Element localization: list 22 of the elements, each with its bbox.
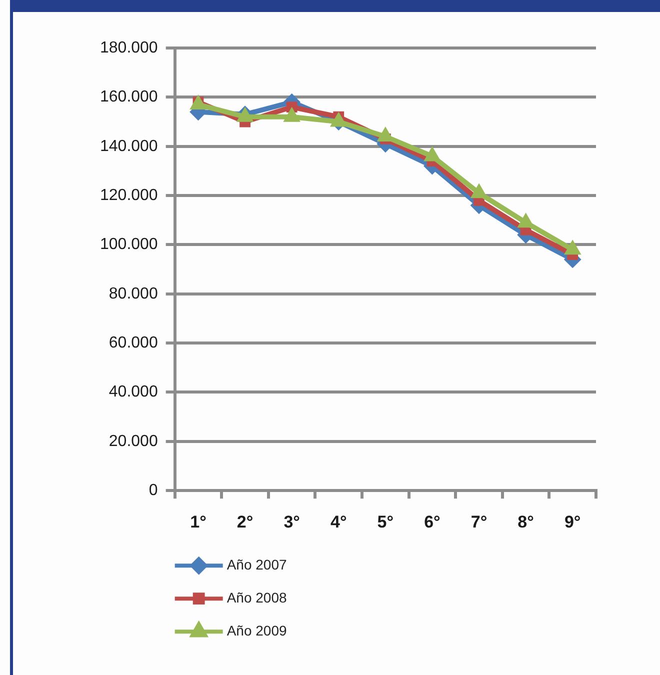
y-tick-label: 40.000 [108,384,158,401]
x-tick-label: 7° [470,512,488,532]
y-tick-label: 140.000 [100,138,158,155]
x-tick-label: 9° [564,512,581,532]
legend-label: Año 2007 [226,556,287,572]
y-tick-label: 160.000 [100,88,158,106]
x-tick-label: 5° [377,512,394,532]
x-tick-label: 4° [330,512,347,532]
y-tick-label: 120.000 [100,186,158,204]
y-tick-label: 60.000 [108,334,158,352]
x-tick-label: 3° [284,512,300,532]
x-tick-label: 1° [190,512,207,532]
y-tick-label: 100.000 [100,236,158,254]
legend-label: Año 2008 [226,589,287,606]
y-tick-label: 0 [148,482,158,500]
x-tick-label: 2° [236,512,254,532]
y-tick-label: 80.000 [108,285,158,302]
y-tick-label: 180.000 [100,39,158,56]
x-tick-label: 6° [424,512,441,532]
x-tick-label: 8° [518,512,534,532]
y-tick-label: 20.000 [108,432,158,450]
legend-label: Año 2009 [226,622,287,638]
